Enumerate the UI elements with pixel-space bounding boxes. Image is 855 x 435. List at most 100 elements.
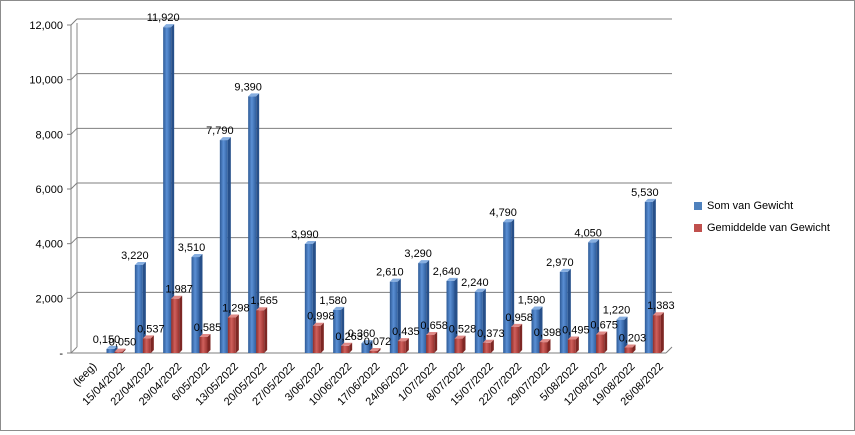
bar-side bbox=[575, 336, 579, 353]
bar-side bbox=[482, 288, 486, 353]
bar-top bbox=[171, 295, 183, 299]
bar-top bbox=[114, 348, 126, 352]
bar-gemiddelde bbox=[426, 335, 435, 353]
bar-som bbox=[503, 222, 512, 353]
bar-gemiddelde bbox=[397, 341, 406, 353]
data-label: 2,240 bbox=[461, 277, 489, 289]
legend-swatch-blue bbox=[694, 202, 702, 210]
bar-top bbox=[256, 307, 268, 311]
bar-gemiddelde bbox=[596, 334, 605, 353]
ytick-label: 6,000 bbox=[35, 184, 63, 196]
bar-top bbox=[219, 137, 231, 141]
data-label: 0,435 bbox=[392, 326, 420, 338]
bar-side bbox=[405, 338, 409, 353]
bar-side bbox=[604, 331, 608, 353]
bar-top bbox=[511, 323, 523, 327]
bar-som bbox=[389, 281, 398, 353]
bar-side bbox=[511, 219, 515, 353]
bar-gemiddelde bbox=[227, 317, 236, 353]
bar-top bbox=[163, 24, 175, 28]
bar-som bbox=[644, 201, 653, 353]
bar-som bbox=[361, 343, 370, 353]
bar-top bbox=[567, 336, 579, 340]
bar-top bbox=[227, 314, 239, 318]
bar-top bbox=[474, 288, 486, 292]
gridline-side bbox=[70, 237, 78, 245]
bar-side bbox=[377, 348, 381, 353]
bar-top bbox=[199, 334, 211, 338]
bar-top bbox=[454, 335, 466, 339]
gridline-side bbox=[70, 182, 78, 190]
data-label: 0,398 bbox=[534, 327, 562, 339]
bar-som bbox=[134, 264, 143, 353]
data-label: 0,998 bbox=[307, 311, 335, 323]
bar-top bbox=[191, 254, 203, 258]
bar-gemiddelde bbox=[114, 351, 123, 353]
bar-top bbox=[333, 306, 345, 310]
bar-side bbox=[256, 93, 260, 353]
bar-gemiddelde bbox=[142, 338, 151, 353]
bar-side bbox=[624, 316, 628, 353]
bar-gemiddelde bbox=[369, 351, 378, 353]
bar-top bbox=[389, 278, 401, 282]
data-label: 4,050 bbox=[574, 227, 602, 239]
gridline-side bbox=[70, 73, 78, 81]
data-label: 3,220 bbox=[121, 250, 149, 262]
gridline-side bbox=[70, 291, 78, 299]
bar-gemiddelde bbox=[567, 339, 576, 353]
bar-top bbox=[644, 198, 656, 202]
bar-gemiddelde bbox=[312, 325, 321, 353]
bar-gemiddelde bbox=[539, 342, 548, 353]
bar-top bbox=[134, 261, 146, 265]
gridline-side bbox=[70, 127, 78, 135]
bar-gemiddelde bbox=[454, 338, 463, 353]
bar-side bbox=[349, 342, 353, 353]
bar-som bbox=[191, 257, 200, 353]
legend-item-series-1: Som van Gewicht bbox=[694, 195, 830, 217]
bar-som bbox=[418, 263, 427, 353]
bar-side bbox=[547, 339, 551, 353]
data-label: 0,203 bbox=[619, 332, 647, 344]
bar-top bbox=[397, 338, 409, 342]
floor-edge bbox=[70, 346, 78, 354]
bar-top bbox=[616, 316, 628, 320]
bar-side bbox=[434, 332, 438, 353]
bar-som bbox=[474, 291, 483, 353]
bar-side bbox=[660, 312, 664, 353]
data-label: 7,790 bbox=[206, 125, 234, 137]
floor-edge-right bbox=[665, 346, 673, 354]
bar-gemiddelde bbox=[341, 345, 350, 353]
bar-side bbox=[235, 314, 239, 353]
bar-top bbox=[559, 268, 571, 272]
data-label: 1,565 bbox=[250, 295, 278, 307]
data-label: 0,373 bbox=[477, 328, 505, 340]
bar-top bbox=[531, 306, 543, 310]
bar-som bbox=[163, 27, 172, 353]
ytick-label: 2,000 bbox=[35, 293, 63, 305]
bar-gemiddelde bbox=[652, 315, 661, 353]
bar-gemiddelde bbox=[256, 310, 265, 353]
data-label: 0,263 bbox=[335, 331, 363, 343]
bar-top bbox=[596, 331, 608, 335]
bar-side bbox=[596, 239, 600, 353]
bar-side bbox=[426, 260, 430, 353]
data-label: 9,390 bbox=[234, 81, 262, 93]
bar-side bbox=[320, 322, 324, 353]
legend-item-series-2: Gemiddelde van Gewicht bbox=[694, 217, 830, 239]
data-label: 0,958 bbox=[505, 312, 533, 324]
data-label: 1,220 bbox=[603, 305, 631, 317]
bar-som bbox=[333, 309, 342, 353]
bar-som bbox=[248, 96, 257, 353]
bar-som bbox=[559, 271, 568, 353]
data-label: 0,072 bbox=[364, 336, 392, 348]
data-label: 3,510 bbox=[178, 242, 206, 254]
bar-som bbox=[446, 280, 455, 353]
data-label: 1,580 bbox=[319, 295, 347, 307]
bar-side bbox=[227, 137, 231, 353]
bar-top bbox=[446, 277, 458, 281]
bar-gemiddelde bbox=[171, 298, 180, 353]
bar-top bbox=[341, 342, 353, 346]
bar-side bbox=[567, 268, 571, 353]
bar-top bbox=[248, 93, 260, 97]
